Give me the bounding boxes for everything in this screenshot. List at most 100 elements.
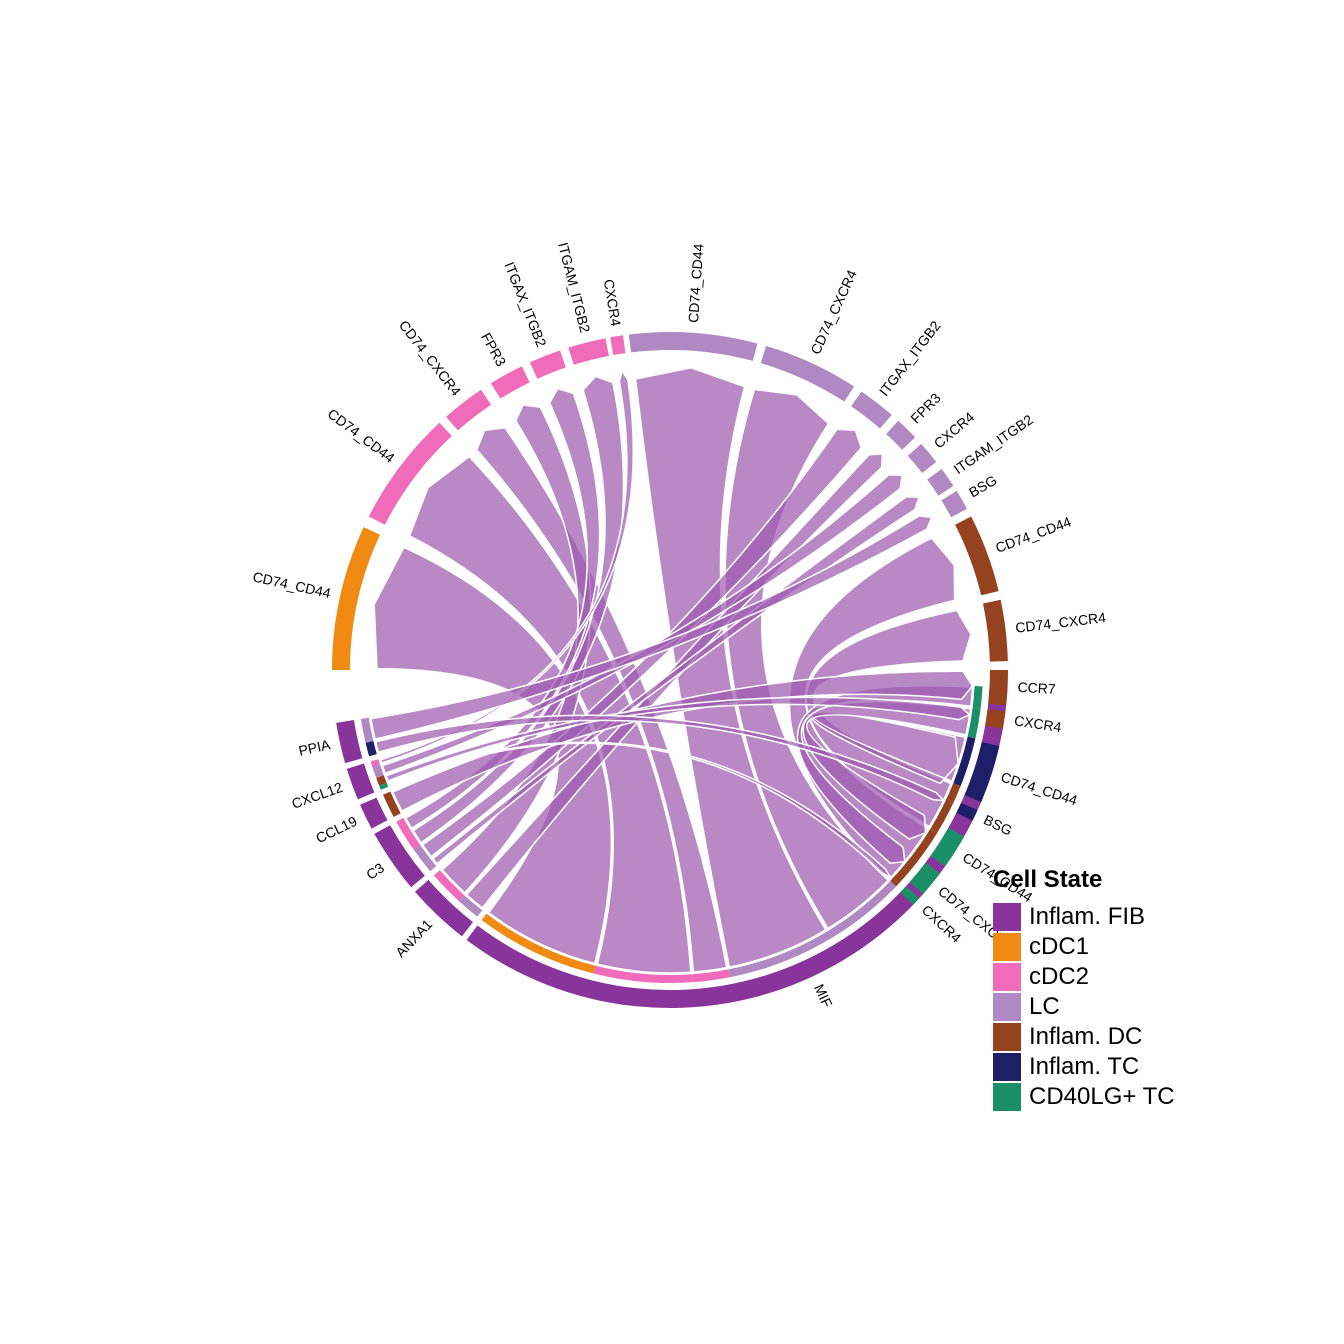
receiver-color-track [360, 685, 983, 984]
sector-label: CXCR4 [931, 409, 978, 452]
sender-track-segment [890, 828, 938, 887]
sector-arc [941, 490, 968, 518]
legend-swatch [993, 993, 1021, 1021]
sector-arc [955, 516, 999, 596]
legend-item-inflam-fib: Inflam. FIB [993, 902, 1175, 932]
sector-arc [927, 468, 954, 496]
legend-swatch [993, 963, 1021, 991]
chord-link [381, 474, 903, 775]
sector-arc [628, 332, 758, 361]
sector-arc [610, 335, 626, 356]
legend-label: cDC2 [1029, 963, 1090, 990]
chord-link [374, 714, 946, 802]
sector-label: CD74_CXCR4 [1014, 609, 1106, 636]
sector-arc [760, 345, 855, 402]
sector-label: ITGAM_ITGB2 [555, 241, 593, 335]
sector-arc [851, 391, 892, 429]
sender-track-segment [396, 817, 411, 835]
sector-label: CD74_CD44 [251, 568, 332, 601]
legend-swatch [993, 1023, 1021, 1051]
sender-track-segment [382, 791, 401, 817]
chord-links [370, 366, 974, 974]
sector-arc [930, 827, 965, 867]
sender-track-segment [413, 844, 431, 864]
legend-title: Cell State [993, 866, 1103, 893]
sector-label: MIF [811, 981, 836, 1010]
sector-label: CD74_CD44 [993, 513, 1073, 556]
sector-arc [964, 741, 1000, 803]
legend-swatch [993, 933, 1021, 961]
chord-link [388, 741, 892, 879]
chord-link [421, 428, 863, 858]
sector-label: PPIA [297, 736, 332, 759]
sector-label: FPR3 [907, 390, 944, 427]
sector-label: C3 [363, 859, 387, 882]
sender-track-segment [930, 783, 961, 833]
sender-track-segment [728, 930, 833, 978]
sector-label: CXCR4 [1013, 712, 1063, 735]
legend-item-inflam-tc: Inflam. TC [993, 1052, 1175, 1082]
sector-arc [988, 670, 1008, 706]
sector-arc [886, 420, 916, 450]
sector-arc [529, 350, 566, 379]
sector-arc [907, 443, 937, 473]
sector-label: CCL19 [313, 813, 359, 846]
sector-arc [336, 720, 363, 764]
sector-arc [568, 338, 609, 365]
sector-label: FPR3 [478, 330, 509, 369]
legend-swatch [993, 1053, 1021, 1081]
sector-arc [466, 686, 1008, 1009]
legend-label: CD40LG+ TC [1029, 1083, 1175, 1110]
sender-track-segment [967, 707, 981, 739]
chord-link [634, 366, 827, 969]
legend-item-cdc2: cDC2 [993, 962, 1175, 992]
sender-track-segment [372, 764, 384, 779]
sector-arc [956, 802, 978, 821]
sender-track-segment [972, 685, 983, 709]
sector-arc [360, 797, 388, 829]
sector-arc [414, 879, 473, 937]
sender-track-segment [827, 880, 897, 938]
sector-arc [983, 599, 1008, 662]
legend-item-lc: LC [993, 992, 1175, 1022]
legend-label: Inflam. DC [1029, 1023, 1143, 1050]
sender-track-segment [481, 913, 596, 974]
legend-label: Inflam. FIB [1029, 903, 1146, 930]
sender-track-segment [692, 969, 730, 983]
sender-track-segment [360, 717, 374, 743]
sector-label: CXCL12 [290, 779, 345, 812]
legend-item-cdc1: cDC1 [993, 932, 1175, 962]
sector-arc [985, 709, 1006, 729]
legend-label: LC [1029, 993, 1060, 1020]
sector-label: BSG [966, 472, 1000, 501]
legend-label: Inflam. TC [1029, 1053, 1140, 1080]
sector-label: CD74_CXCR4 [396, 317, 465, 399]
sector-arc [900, 886, 920, 905]
chord-link [408, 455, 692, 974]
sector-label: ANXA1 [392, 916, 435, 960]
sector-arc [346, 763, 375, 800]
sector-arc [368, 422, 452, 525]
sender-track-segment [365, 740, 377, 757]
sector-arc [909, 862, 940, 894]
sender-track-segment [458, 895, 483, 917]
legend: Cell State Inflam. FIB cDC1 cDC2 LC Infl… [993, 866, 1175, 1112]
legend-item-inflam-dc: Inflam. DC [993, 1022, 1175, 1052]
sector-arc [374, 825, 425, 888]
legend-label: cDC1 [1029, 933, 1090, 960]
sector-label: CD74_CD44 [999, 769, 1080, 809]
sender-track-segment [433, 870, 465, 902]
sector-label: CD74_CXCR4 [807, 267, 860, 357]
sector-arc [490, 366, 530, 399]
sender-track-segment [593, 965, 693, 984]
sender-track-segment [379, 782, 389, 790]
sector-label: CD74_CD44 [325, 405, 398, 466]
sector-label: CD74_CD44 [685, 243, 707, 324]
legend-swatch [993, 903, 1021, 931]
sector-label: BSG [981, 811, 1015, 838]
chord-link [391, 670, 974, 813]
chord-link [370, 515, 933, 741]
sender-track-segment [370, 759, 381, 768]
sector-arc [446, 389, 492, 431]
sector-arc [332, 527, 380, 670]
